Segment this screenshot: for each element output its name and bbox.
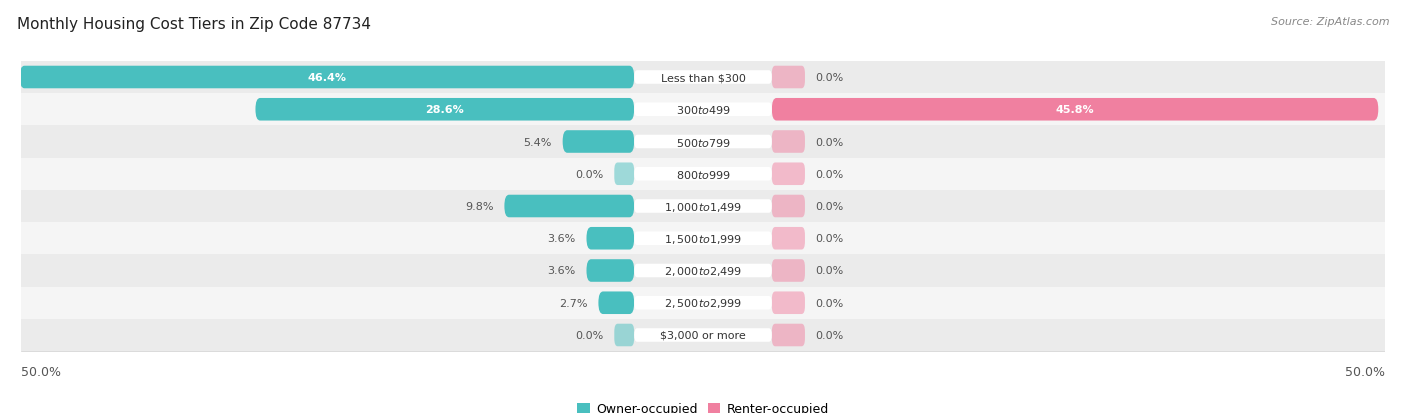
- FancyBboxPatch shape: [772, 131, 806, 153]
- Text: $3,000 or more: $3,000 or more: [661, 330, 745, 340]
- FancyBboxPatch shape: [599, 292, 634, 314]
- Text: 5.4%: 5.4%: [523, 137, 553, 147]
- Text: $2,000 to $2,499: $2,000 to $2,499: [664, 264, 742, 277]
- Text: $2,500 to $2,999: $2,500 to $2,999: [664, 297, 742, 309]
- FancyBboxPatch shape: [772, 163, 806, 185]
- Text: Monthly Housing Cost Tiers in Zip Code 87734: Monthly Housing Cost Tiers in Zip Code 8…: [17, 17, 371, 31]
- FancyBboxPatch shape: [614, 163, 634, 185]
- Text: 0.0%: 0.0%: [815, 298, 844, 308]
- Bar: [14, 126, 1392, 158]
- Bar: [14, 287, 1392, 319]
- Bar: [14, 94, 1392, 126]
- FancyBboxPatch shape: [772, 324, 806, 347]
- FancyBboxPatch shape: [634, 168, 772, 181]
- Text: $500 to $799: $500 to $799: [675, 136, 731, 148]
- Bar: [14, 158, 1392, 190]
- Bar: [14, 223, 1392, 255]
- Text: 45.8%: 45.8%: [1056, 105, 1094, 115]
- Text: 9.8%: 9.8%: [465, 202, 494, 211]
- Bar: [14, 255, 1392, 287]
- Text: 0.0%: 0.0%: [815, 202, 844, 211]
- Text: 46.4%: 46.4%: [308, 73, 346, 83]
- Text: 2.7%: 2.7%: [560, 298, 588, 308]
- Text: Less than $300: Less than $300: [661, 73, 745, 83]
- FancyBboxPatch shape: [562, 131, 634, 153]
- FancyBboxPatch shape: [20, 66, 634, 89]
- Text: 0.0%: 0.0%: [815, 73, 844, 83]
- FancyBboxPatch shape: [614, 324, 634, 347]
- FancyBboxPatch shape: [772, 292, 806, 314]
- FancyBboxPatch shape: [772, 228, 806, 250]
- Text: $1,500 to $1,999: $1,500 to $1,999: [664, 232, 742, 245]
- FancyBboxPatch shape: [634, 103, 772, 117]
- Text: 3.6%: 3.6%: [547, 234, 576, 244]
- Text: $1,000 to $1,499: $1,000 to $1,499: [664, 200, 742, 213]
- Text: 0.0%: 0.0%: [575, 330, 603, 340]
- Text: Source: ZipAtlas.com: Source: ZipAtlas.com: [1271, 17, 1389, 26]
- Text: 0.0%: 0.0%: [815, 330, 844, 340]
- Text: 0.0%: 0.0%: [815, 169, 844, 179]
- FancyBboxPatch shape: [634, 264, 772, 278]
- Legend: Owner-occupied, Renter-occupied: Owner-occupied, Renter-occupied: [572, 397, 834, 413]
- FancyBboxPatch shape: [586, 228, 634, 250]
- Bar: [14, 190, 1392, 223]
- FancyBboxPatch shape: [772, 99, 1378, 121]
- Bar: [14, 62, 1392, 94]
- Text: 0.0%: 0.0%: [815, 234, 844, 244]
- FancyBboxPatch shape: [634, 200, 772, 213]
- Text: $800 to $999: $800 to $999: [675, 169, 731, 180]
- FancyBboxPatch shape: [634, 296, 772, 310]
- Text: 28.6%: 28.6%: [426, 105, 464, 115]
- FancyBboxPatch shape: [634, 232, 772, 245]
- Text: 3.6%: 3.6%: [547, 266, 576, 276]
- Bar: [14, 319, 1392, 351]
- FancyBboxPatch shape: [772, 195, 806, 218]
- FancyBboxPatch shape: [772, 260, 806, 282]
- FancyBboxPatch shape: [505, 195, 634, 218]
- FancyBboxPatch shape: [772, 66, 806, 89]
- FancyBboxPatch shape: [586, 260, 634, 282]
- FancyBboxPatch shape: [634, 135, 772, 149]
- Text: $300 to $499: $300 to $499: [675, 104, 731, 116]
- Text: 0.0%: 0.0%: [815, 266, 844, 276]
- FancyBboxPatch shape: [634, 71, 772, 85]
- Text: 0.0%: 0.0%: [575, 169, 603, 179]
- FancyBboxPatch shape: [634, 328, 772, 342]
- FancyBboxPatch shape: [256, 99, 634, 121]
- Text: 0.0%: 0.0%: [815, 137, 844, 147]
